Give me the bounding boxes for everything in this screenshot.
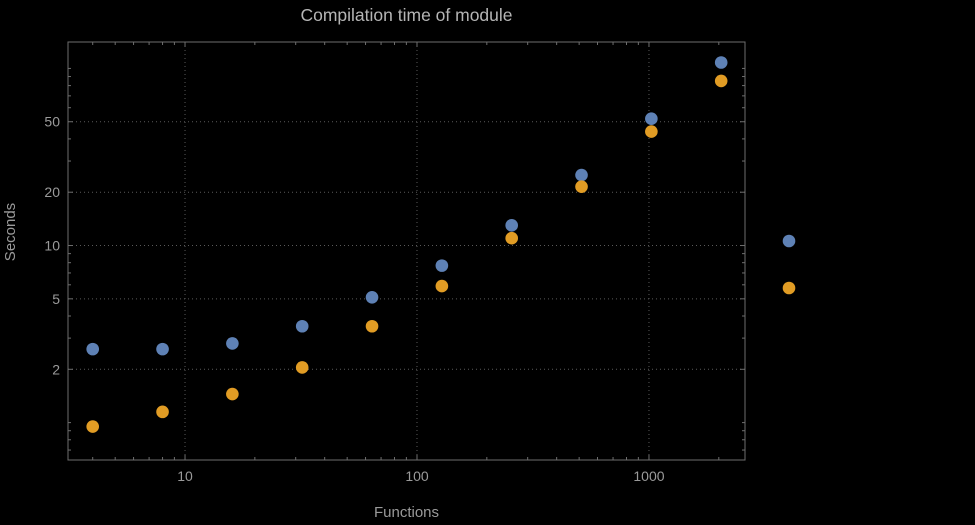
data-point-series-orange [575,180,588,193]
data-point-series-orange [645,125,658,138]
legend-marker-1 [782,234,796,248]
data-point-series-orange [86,420,100,433]
x-tick-label: 100 [405,468,429,484]
data-point-series-blue [714,56,728,69]
data-point-series-blue [365,291,379,304]
data-point-series-orange [365,319,379,333]
data-point-series-blue [156,342,169,356]
data-point-series-blue [645,112,658,126]
plot-frame [67,41,746,461]
y-axis-label: Seconds [2,202,19,262]
data-point-series-orange [226,387,239,401]
y-tick-label: 50 [44,114,60,130]
data-point-series-orange [295,361,309,374]
y-tick-label: 10 [44,238,60,254]
y-tick-label: 2 [52,361,60,377]
data-point-series-orange [505,231,518,245]
y-tick-label: 5 [52,291,60,307]
x-tick-label: 10 [177,468,193,484]
data-point-series-blue [295,319,309,333]
y-tick-label: 20 [44,184,60,200]
data-point-series-orange [156,405,169,419]
data-point-series-blue [435,259,449,272]
data-point-series-orange [714,74,728,88]
data-point-series-blue [575,168,588,182]
legend-marker-2 [782,281,796,295]
x-tick-label: 1000 [633,468,664,484]
data-point-series-blue [226,337,239,350]
data-point-series-blue [505,219,518,232]
data-point-series-blue [86,342,100,356]
chart-title: Compilation time of module [300,5,513,25]
x-axis-label: Functions [373,504,440,521]
data-point-series-orange [435,279,449,293]
